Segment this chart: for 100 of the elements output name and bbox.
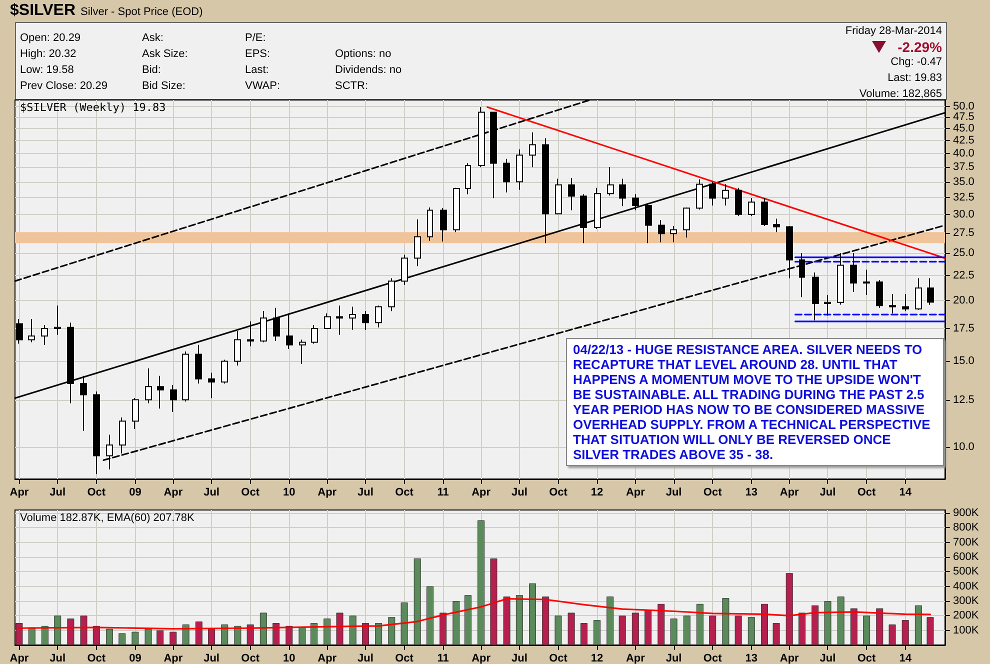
- candlestick: [132, 398, 139, 430]
- text: Open: 20.29: [20, 32, 81, 44]
- x-tick-label: 13: [745, 652, 758, 664]
- bar: [80, 616, 88, 645]
- x-tick-label: Jul: [358, 652, 374, 664]
- bar: [234, 626, 242, 645]
- candlestick: [837, 252, 844, 306]
- y-tick-label: 12.5: [953, 394, 974, 406]
- candlestick: [427, 206, 433, 242]
- x-tick-label: Apr: [164, 486, 184, 498]
- bar: [594, 620, 601, 645]
- candlestick: [375, 305, 382, 328]
- bar: [208, 628, 216, 645]
- x-tick-label: Apr: [626, 486, 646, 498]
- bar: [144, 628, 152, 645]
- candlestick: [773, 218, 780, 233]
- bar: [748, 617, 755, 645]
- bar: [67, 618, 74, 645]
- candlestick: [632, 194, 639, 211]
- candlestick: [542, 138, 549, 244]
- y-tick-label: 400K: [953, 580, 980, 592]
- x-tick-label: Apr: [318, 652, 338, 664]
- bar: [772, 622, 780, 645]
- bar: [683, 616, 690, 645]
- x-tick-label: 14: [899, 486, 912, 498]
- bar: [554, 616, 562, 645]
- candlestick: [182, 351, 189, 402]
- candlestick: [490, 111, 497, 199]
- bar: [28, 627, 36, 645]
- bar: [760, 604, 768, 645]
- bar: [734, 616, 742, 645]
- candlestick: [260, 310, 267, 343]
- x-tick-label: Oct: [857, 652, 876, 664]
- bar: [888, 624, 896, 645]
- bar: [182, 624, 190, 645]
- y-tick-label: 30.0: [953, 208, 974, 220]
- x-tick-label: Jul: [50, 652, 66, 664]
- bar: [92, 626, 100, 645]
- candlestick: [299, 339, 306, 365]
- bar: [375, 622, 382, 645]
- x-tick-label: Jul: [820, 486, 836, 498]
- candlestick: [170, 384, 177, 413]
- bar: [618, 616, 626, 645]
- y-tick-label: 50.0: [953, 100, 974, 112]
- bar: [709, 616, 716, 645]
- candlestick: [812, 272, 819, 321]
- x-tick-label: 13: [745, 486, 758, 498]
- bar: [170, 632, 177, 645]
- candlestick: [119, 416, 126, 454]
- text: Volume: 182,865: [859, 88, 942, 100]
- x-tick-label: Oct: [395, 652, 414, 664]
- bar: [54, 616, 62, 645]
- bar: [863, 616, 870, 645]
- y-tick-label: 15.0: [953, 355, 974, 368]
- text: VWAP:: [245, 80, 280, 92]
- x-tick-label: Oct: [549, 486, 568, 498]
- x-tick-label: Apr: [164, 652, 184, 664]
- x-tick-label: Jul: [50, 486, 66, 498]
- x-tick-label: Jul: [820, 652, 836, 664]
- y-tick-label: 47.5: [953, 111, 974, 124]
- candlestick: [54, 305, 61, 336]
- text: EPS:: [245, 48, 270, 60]
- bar: [286, 626, 293, 645]
- candlestick: [876, 280, 883, 308]
- candlestick: [247, 320, 254, 347]
- candlestick: [414, 218, 421, 267]
- x-tick-label: Oct: [703, 486, 722, 498]
- candlestick: [529, 132, 536, 168]
- bar: [568, 612, 575, 645]
- y-tick-label: 27.5: [953, 226, 974, 239]
- x-tick-label: Apr: [472, 486, 492, 498]
- candlestick: [658, 220, 665, 243]
- text: Ask Size:: [142, 48, 188, 60]
- x-tick-label: Apr: [780, 652, 800, 664]
- text: P/E:: [245, 32, 266, 44]
- bar: [132, 632, 139, 645]
- annotation: $SILVER (Weekly) 19.83: [20, 101, 166, 114]
- y-tick-label: 500K: [953, 566, 980, 578]
- bar: [902, 620, 909, 645]
- x-tick-label: 10: [283, 486, 296, 498]
- x-tick-label: Oct: [395, 486, 414, 498]
- bar: [722, 598, 730, 645]
- candlestick: [453, 187, 460, 233]
- x-tick-label: Oct: [857, 486, 876, 498]
- bar: [696, 604, 704, 645]
- candlestick: [683, 206, 690, 238]
- bar: [156, 630, 164, 645]
- candlestick: [401, 254, 408, 286]
- bar: [16, 622, 23, 645]
- x-tick-label: Jul: [204, 486, 220, 498]
- bar: [106, 628, 113, 645]
- annotation: Volume 182.87K, EMA(60) 207.78K: [20, 512, 194, 524]
- x-tick-label: Jul: [666, 652, 682, 664]
- y-tick-label: 45.0: [953, 122, 974, 135]
- text: Low: 19.58: [20, 64, 74, 76]
- candlestick: [709, 181, 716, 206]
- text: Bid Size:: [142, 80, 186, 92]
- bar: [336, 612, 344, 645]
- x-tick-label: Oct: [241, 652, 260, 664]
- line-series: [18, 598, 932, 630]
